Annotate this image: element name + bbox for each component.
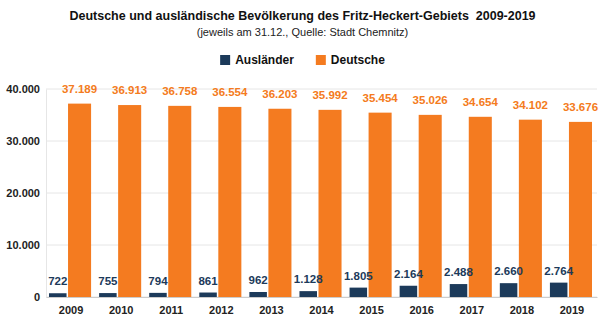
data-label: 36.913 xyxy=(112,84,147,96)
bar xyxy=(118,105,141,297)
legend-label: Deutsche xyxy=(331,53,385,67)
chart-container: Deutsche und ausländische Bevölkerung de… xyxy=(0,0,605,328)
bar xyxy=(350,288,368,297)
bar xyxy=(500,283,518,297)
x-tick: 2013 xyxy=(259,297,283,316)
data-label: 755 xyxy=(98,275,118,287)
y-tick-label: 20.000 xyxy=(6,187,40,199)
bar xyxy=(218,107,241,297)
y-tick: 0 xyxy=(34,291,46,303)
y-axis: 0 10.000 20.000 30.000 40.000 xyxy=(6,83,46,303)
x-tick-label: 2012 xyxy=(209,304,233,316)
x-tick-label: 2017 xyxy=(460,304,484,316)
bar xyxy=(400,286,418,297)
data-label: 36.758 xyxy=(162,85,198,97)
data-label: 36.203 xyxy=(262,88,297,100)
data-label: 34.654 xyxy=(463,96,499,108)
bar xyxy=(99,293,117,297)
x-tick: 2012 xyxy=(209,297,233,316)
series-bars xyxy=(68,104,592,297)
y-tick-label: 0 xyxy=(34,291,40,303)
legend: Ausländer Deutsche xyxy=(220,53,385,67)
chart-svg: Deutsche und ausländische Bevölkerung de… xyxy=(0,0,605,328)
x-tick-label: 2011 xyxy=(159,304,183,316)
y-tick: 10.000 xyxy=(6,239,46,251)
data-label: 35.026 xyxy=(413,94,448,106)
x-axis: 2009 2010 2011 2012 2013 2014 2015 2016 2017 2018… xyxy=(47,297,598,316)
y-tick: 20.000 xyxy=(6,187,46,199)
legend-item: Deutsche xyxy=(316,53,385,67)
bar xyxy=(199,293,217,297)
x-tick: 2018 xyxy=(510,297,534,316)
x-tick-label: 2009 xyxy=(59,304,83,316)
x-tick: 2019 xyxy=(560,297,584,316)
title: Deutsche und ausländische Bevölkerung de… xyxy=(69,9,535,23)
x-tick: 2011 xyxy=(159,297,183,316)
data-label: 2.764 xyxy=(544,265,573,277)
x-tick: 2009 xyxy=(59,297,83,316)
bar xyxy=(249,292,267,297)
x-tick-label: 2018 xyxy=(510,304,534,316)
bar xyxy=(450,284,468,297)
y-tick: 30.000 xyxy=(6,135,46,147)
data-label: 2.660 xyxy=(494,265,523,277)
data-label: 722 xyxy=(48,275,67,287)
x-tick-label: 2016 xyxy=(409,304,433,316)
data-label: 33.676 xyxy=(563,101,598,113)
bar xyxy=(49,293,67,297)
subtitle: (jeweils am 31.12., Quelle: Stadt Chemni… xyxy=(197,26,409,38)
data-label: 861 xyxy=(198,275,218,287)
x-tick-label: 2014 xyxy=(309,304,334,316)
y-tick: 40.000 xyxy=(6,83,46,95)
bar xyxy=(149,293,167,297)
bar xyxy=(318,110,341,297)
legend-swatch xyxy=(316,55,326,65)
x-tick: 2016 xyxy=(409,297,433,316)
data-label: 962 xyxy=(249,274,268,286)
y-tick-label: 40.000 xyxy=(6,83,40,95)
legend-item: Ausländer xyxy=(220,53,294,67)
data-label: 2.488 xyxy=(444,266,473,278)
data-label: 34.102 xyxy=(513,99,548,111)
plot: 0 10.000 20.000 30.000 40.000 2009 2010 2011 201… xyxy=(6,83,598,316)
y-tick-label: 30.000 xyxy=(6,135,40,147)
y-axis-line xyxy=(46,90,47,298)
x-tick: 2017 xyxy=(460,297,484,316)
x-axis-line xyxy=(47,297,598,298)
x-tick-label: 2013 xyxy=(259,304,283,316)
grid xyxy=(46,89,597,297)
legend-label: Ausländer xyxy=(235,53,294,67)
bars xyxy=(49,104,592,297)
y-tick-label: 10.000 xyxy=(6,239,40,251)
data-label: 37.189 xyxy=(62,83,97,95)
x-tick: 2010 xyxy=(109,297,133,316)
data-label: 35.992 xyxy=(312,89,347,101)
x-tick: 2014 xyxy=(309,297,334,316)
x-tick: 2015 xyxy=(359,297,383,316)
x-tick-label: 2019 xyxy=(560,304,584,316)
data-label: 1.128 xyxy=(294,273,323,285)
data-labels: 722 755 794 861 962 1.128 1.805 2.164 2.488 2.660… xyxy=(48,83,598,288)
bar xyxy=(68,104,91,297)
data-label: 35.454 xyxy=(363,92,399,104)
x-tick-label: 2015 xyxy=(359,304,383,316)
bar xyxy=(268,109,291,297)
data-label: 794 xyxy=(148,275,168,287)
x-tick-label: 2010 xyxy=(109,304,133,316)
bar xyxy=(550,283,568,297)
data-label: 2.164 xyxy=(394,268,423,280)
legend-swatch xyxy=(220,55,230,65)
data-label: 36.554 xyxy=(212,86,248,98)
bar xyxy=(168,106,191,297)
data-label: 1.805 xyxy=(344,270,373,282)
bar xyxy=(299,291,317,297)
